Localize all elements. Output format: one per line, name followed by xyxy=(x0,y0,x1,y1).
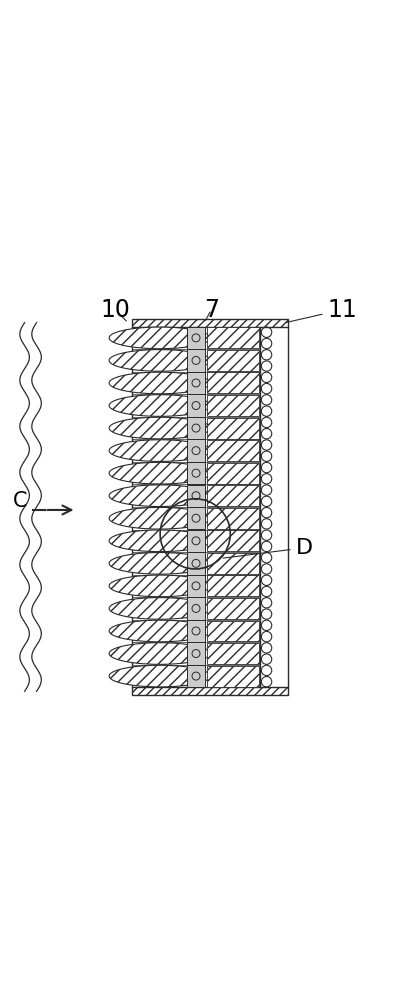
Polygon shape xyxy=(207,643,258,664)
Text: 10: 10 xyxy=(100,298,130,322)
Polygon shape xyxy=(187,642,205,665)
Polygon shape xyxy=(187,349,205,372)
Polygon shape xyxy=(109,553,210,574)
Polygon shape xyxy=(187,372,205,394)
Polygon shape xyxy=(207,575,258,596)
Polygon shape xyxy=(109,620,210,642)
Polygon shape xyxy=(109,575,210,597)
Polygon shape xyxy=(109,327,210,349)
Polygon shape xyxy=(207,598,258,619)
Polygon shape xyxy=(109,530,210,552)
Text: C: C xyxy=(13,491,27,511)
Polygon shape xyxy=(207,327,258,348)
Polygon shape xyxy=(187,530,205,552)
Polygon shape xyxy=(109,462,210,484)
Polygon shape xyxy=(207,395,258,416)
Polygon shape xyxy=(207,372,258,393)
Polygon shape xyxy=(109,643,210,664)
Polygon shape xyxy=(132,687,288,695)
Polygon shape xyxy=(109,507,210,529)
Polygon shape xyxy=(207,350,258,371)
Polygon shape xyxy=(109,417,210,439)
Polygon shape xyxy=(109,485,210,507)
Polygon shape xyxy=(187,665,205,687)
Polygon shape xyxy=(187,327,205,349)
Polygon shape xyxy=(207,621,258,641)
Polygon shape xyxy=(187,552,205,575)
Polygon shape xyxy=(207,418,258,439)
Text: 11: 11 xyxy=(286,298,357,322)
Polygon shape xyxy=(207,485,258,506)
Polygon shape xyxy=(187,597,205,620)
Polygon shape xyxy=(207,553,258,574)
Polygon shape xyxy=(187,620,205,642)
Polygon shape xyxy=(207,463,258,484)
Text: 7: 7 xyxy=(204,298,219,322)
Polygon shape xyxy=(207,440,258,461)
Polygon shape xyxy=(187,485,205,507)
Polygon shape xyxy=(109,350,210,371)
Polygon shape xyxy=(109,665,210,687)
Polygon shape xyxy=(109,372,210,394)
Polygon shape xyxy=(187,417,205,439)
Polygon shape xyxy=(187,462,205,484)
Polygon shape xyxy=(187,507,205,529)
Text: D: D xyxy=(223,538,313,558)
Polygon shape xyxy=(187,394,205,417)
Polygon shape xyxy=(187,439,205,462)
Polygon shape xyxy=(109,440,210,461)
Polygon shape xyxy=(187,575,205,597)
Polygon shape xyxy=(109,395,210,416)
Polygon shape xyxy=(207,530,258,551)
Polygon shape xyxy=(109,598,210,619)
Polygon shape xyxy=(207,666,258,687)
Polygon shape xyxy=(207,508,258,529)
Polygon shape xyxy=(132,319,288,327)
